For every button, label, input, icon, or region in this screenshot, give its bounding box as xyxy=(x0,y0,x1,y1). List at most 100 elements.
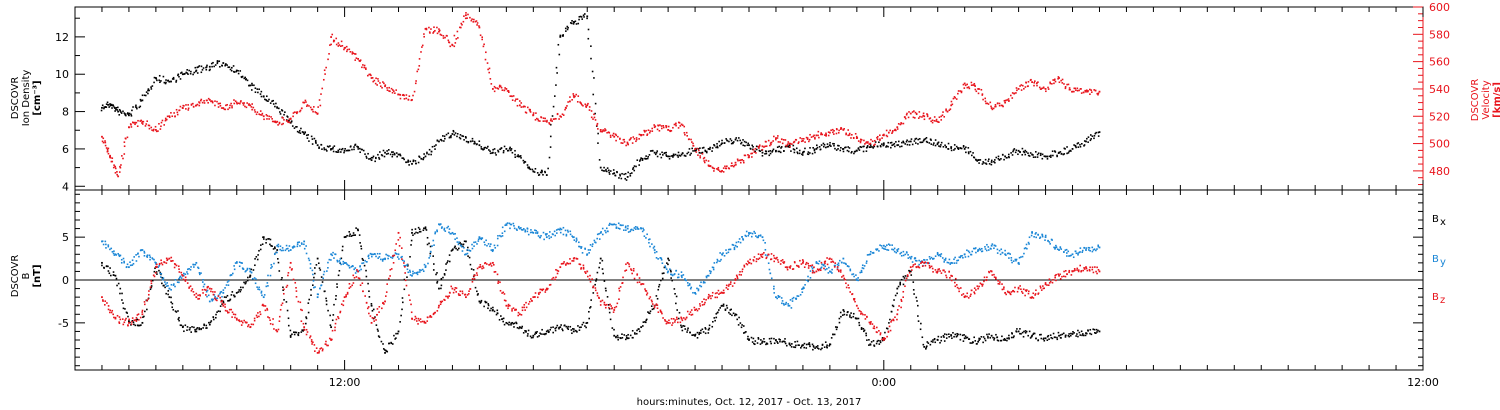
by-series-point xyxy=(311,269,314,272)
by-series-point xyxy=(868,253,870,256)
ion-density-series-point xyxy=(285,119,288,121)
velocity-series-point xyxy=(220,107,223,109)
ion-density-series-point xyxy=(436,139,439,142)
ion-density-series-point xyxy=(565,30,567,32)
ion-density-series-point xyxy=(399,153,401,156)
bx-series-point xyxy=(370,303,373,305)
ion-density-series-point xyxy=(809,152,811,154)
ion-density-series-point xyxy=(582,14,585,17)
ion-density-series-point xyxy=(704,150,707,153)
ion-density-series-point xyxy=(769,150,772,152)
ion-density-series-point xyxy=(128,112,131,115)
by-series-point xyxy=(785,301,788,304)
ion-density-series-point xyxy=(734,138,737,141)
bx-series-point xyxy=(126,312,129,314)
bx-series-point xyxy=(590,299,592,301)
velocity-series-point xyxy=(623,138,625,141)
velocity-series-point xyxy=(683,125,686,128)
ion-density-series-point xyxy=(450,136,452,139)
bx-series-point xyxy=(365,269,367,272)
bz-series-point xyxy=(358,277,361,280)
bx-series-point xyxy=(465,240,467,243)
velocity-series-point xyxy=(1078,89,1080,92)
velocity-series-point xyxy=(144,125,147,127)
velocity-series-point xyxy=(200,98,203,101)
by-series-point xyxy=(961,254,963,257)
by-series-point xyxy=(303,243,305,246)
bz-series-point xyxy=(295,295,298,298)
ion-density-series-point xyxy=(534,167,537,170)
bz-series-point xyxy=(505,304,508,307)
bz-series-point xyxy=(109,309,112,312)
bz-series xyxy=(101,231,1101,354)
velocity-series-point xyxy=(781,142,784,145)
bx-series-point xyxy=(297,333,299,336)
bx-series-point xyxy=(462,245,464,248)
velocity-series-point xyxy=(1096,92,1099,95)
by-series-point xyxy=(1035,232,1037,234)
by-series-point xyxy=(1008,257,1010,259)
bx-series-point xyxy=(794,346,797,349)
ion-density-series-point xyxy=(300,127,302,130)
velocity-series-point xyxy=(787,141,790,143)
bz-series-point xyxy=(578,263,581,265)
by-series-point xyxy=(208,300,211,303)
by-series-point xyxy=(432,239,435,242)
by-series-point xyxy=(524,229,527,232)
by-series-point xyxy=(601,227,604,230)
by-series-point xyxy=(300,242,303,244)
bx-series-point xyxy=(338,269,341,272)
bx-series-point xyxy=(656,297,659,300)
velocity-series-point xyxy=(602,130,604,133)
velocity-series-point xyxy=(295,111,298,114)
by-series-point xyxy=(513,225,515,227)
by-series-point xyxy=(419,271,421,273)
bz-series-point xyxy=(102,299,104,301)
bx-series-point xyxy=(1062,332,1065,335)
bx-series-point xyxy=(846,311,849,314)
ion-density-series-point xyxy=(793,151,796,154)
velocity-series-point xyxy=(1073,90,1075,93)
ion-density-series-point xyxy=(829,141,831,144)
ion-density-series-point xyxy=(721,139,723,142)
bx-series-point xyxy=(948,336,950,338)
bx-series-point xyxy=(101,264,103,267)
by-series-point xyxy=(591,243,594,245)
ion-density-series-point xyxy=(1025,151,1028,153)
bz-series-point xyxy=(403,262,405,264)
bx-series-point xyxy=(545,330,548,333)
by-series-point xyxy=(893,247,896,250)
bx-series-point xyxy=(222,301,225,304)
bx-series-point xyxy=(526,335,529,337)
velocity-series-point xyxy=(436,26,438,29)
velocity-series-point xyxy=(1089,88,1091,91)
velocity-series-point xyxy=(242,102,244,104)
by-series-point xyxy=(725,252,728,255)
by-series-point xyxy=(811,267,814,270)
by-series-point xyxy=(959,256,962,259)
bx-series-point xyxy=(796,340,799,343)
ion-density-series-point xyxy=(893,142,896,145)
velocity-series-point xyxy=(493,90,496,93)
velocity-series-point xyxy=(953,96,956,98)
ion-density-series-point xyxy=(254,91,257,94)
by-series-point xyxy=(1023,252,1025,255)
bx-series-point xyxy=(574,329,577,332)
ion-density-series-point xyxy=(478,140,481,143)
velocity-series-point xyxy=(139,120,142,122)
by-series-point xyxy=(569,230,572,233)
bx-series-point xyxy=(115,277,118,280)
by-series-point xyxy=(842,257,845,260)
velocity-series-point xyxy=(265,114,268,116)
bx-series-point xyxy=(740,326,743,329)
velocity-series-point xyxy=(106,150,109,153)
bx-series-point xyxy=(1031,334,1033,337)
bx-series-point xyxy=(212,318,215,321)
bz-series-point xyxy=(544,291,547,293)
bx-series-point xyxy=(150,286,153,289)
velocity-series-point xyxy=(224,108,227,111)
bx-series-point xyxy=(644,321,647,324)
ion-density-series-point xyxy=(1054,151,1057,153)
velocity-series-point xyxy=(974,88,977,91)
bz-series-point xyxy=(337,315,339,318)
